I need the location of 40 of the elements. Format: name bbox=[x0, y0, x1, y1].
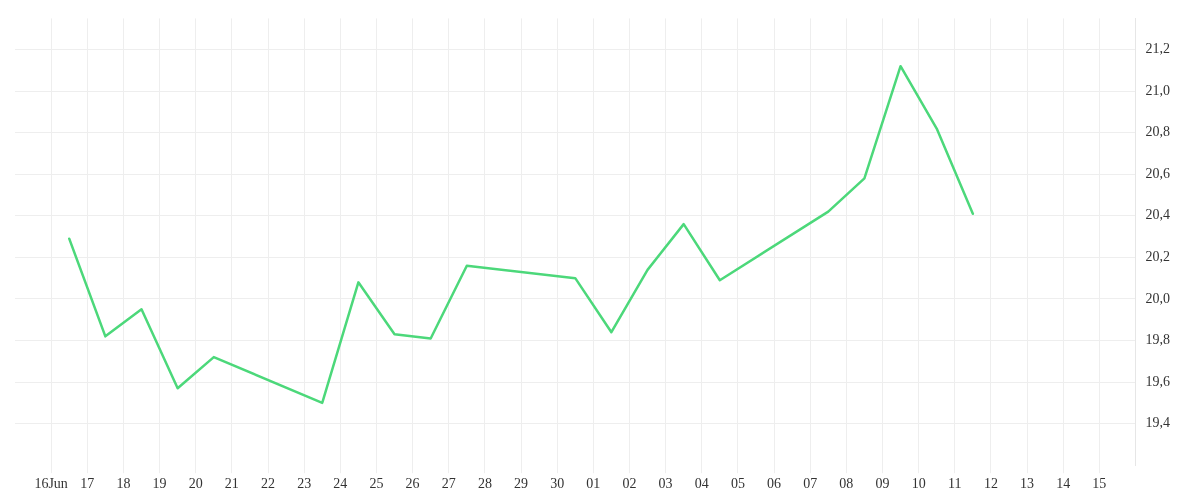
y-tick-label: 21,2 bbox=[1145, 41, 1170, 57]
x-tick-label: 08 bbox=[839, 476, 854, 492]
x-tick-label: 24 bbox=[333, 476, 348, 492]
x-tick-label: 15 bbox=[1092, 476, 1107, 492]
y-tick-label: 20,4 bbox=[1145, 207, 1170, 223]
x-tick-label: 05 bbox=[730, 476, 745, 492]
x-tick-label: 28 bbox=[477, 476, 492, 492]
x-tick-label: 02 bbox=[622, 476, 637, 492]
x-tick-label: 01 bbox=[586, 476, 601, 492]
x-tick-label: 18 bbox=[116, 476, 131, 492]
y-tick-label: 20,8 bbox=[1145, 124, 1170, 140]
x-tick-label: 06 bbox=[767, 476, 782, 492]
y-tick-label: 19,4 bbox=[1145, 415, 1170, 431]
x-tick-label: 14 bbox=[1056, 476, 1071, 492]
x-tick-label: 16Jun bbox=[34, 476, 68, 492]
x-tick-label: 03 bbox=[658, 476, 673, 492]
x-tick-label: 30 bbox=[550, 476, 565, 492]
x-tick-label: 17 bbox=[80, 476, 95, 492]
x-tick-label: 25 bbox=[369, 476, 384, 492]
x-tick-label: 10 bbox=[911, 476, 926, 492]
x-tick-label: 29 bbox=[514, 476, 529, 492]
y-tick-label: 20,0 bbox=[1145, 290, 1170, 306]
x-tick-label: 19 bbox=[152, 476, 167, 492]
y-tick-label: 19,8 bbox=[1145, 332, 1170, 348]
x-tick-label: 07 bbox=[803, 476, 818, 492]
x-tick-label: 11 bbox=[948, 476, 962, 492]
x-tick-label: 13 bbox=[1020, 476, 1035, 492]
y-tick-label: 20,6 bbox=[1145, 165, 1170, 181]
y-tick-label: 19,6 bbox=[1145, 373, 1170, 389]
x-tick-label: 26 bbox=[405, 476, 420, 492]
y-tick-label: 21,0 bbox=[1145, 82, 1170, 98]
x-tick-label: 22 bbox=[261, 476, 276, 492]
x-tick-label: 12 bbox=[983, 476, 998, 492]
x-tick-label: 09 bbox=[875, 476, 890, 492]
x-tick-label: 23 bbox=[297, 476, 312, 492]
x-tick-label: 27 bbox=[441, 476, 456, 492]
y-tick-label: 20,2 bbox=[1145, 249, 1170, 265]
x-tick-label: 04 bbox=[694, 476, 709, 492]
x-tick-label: 21 bbox=[224, 476, 239, 492]
x-tick-label: 20 bbox=[188, 476, 203, 492]
